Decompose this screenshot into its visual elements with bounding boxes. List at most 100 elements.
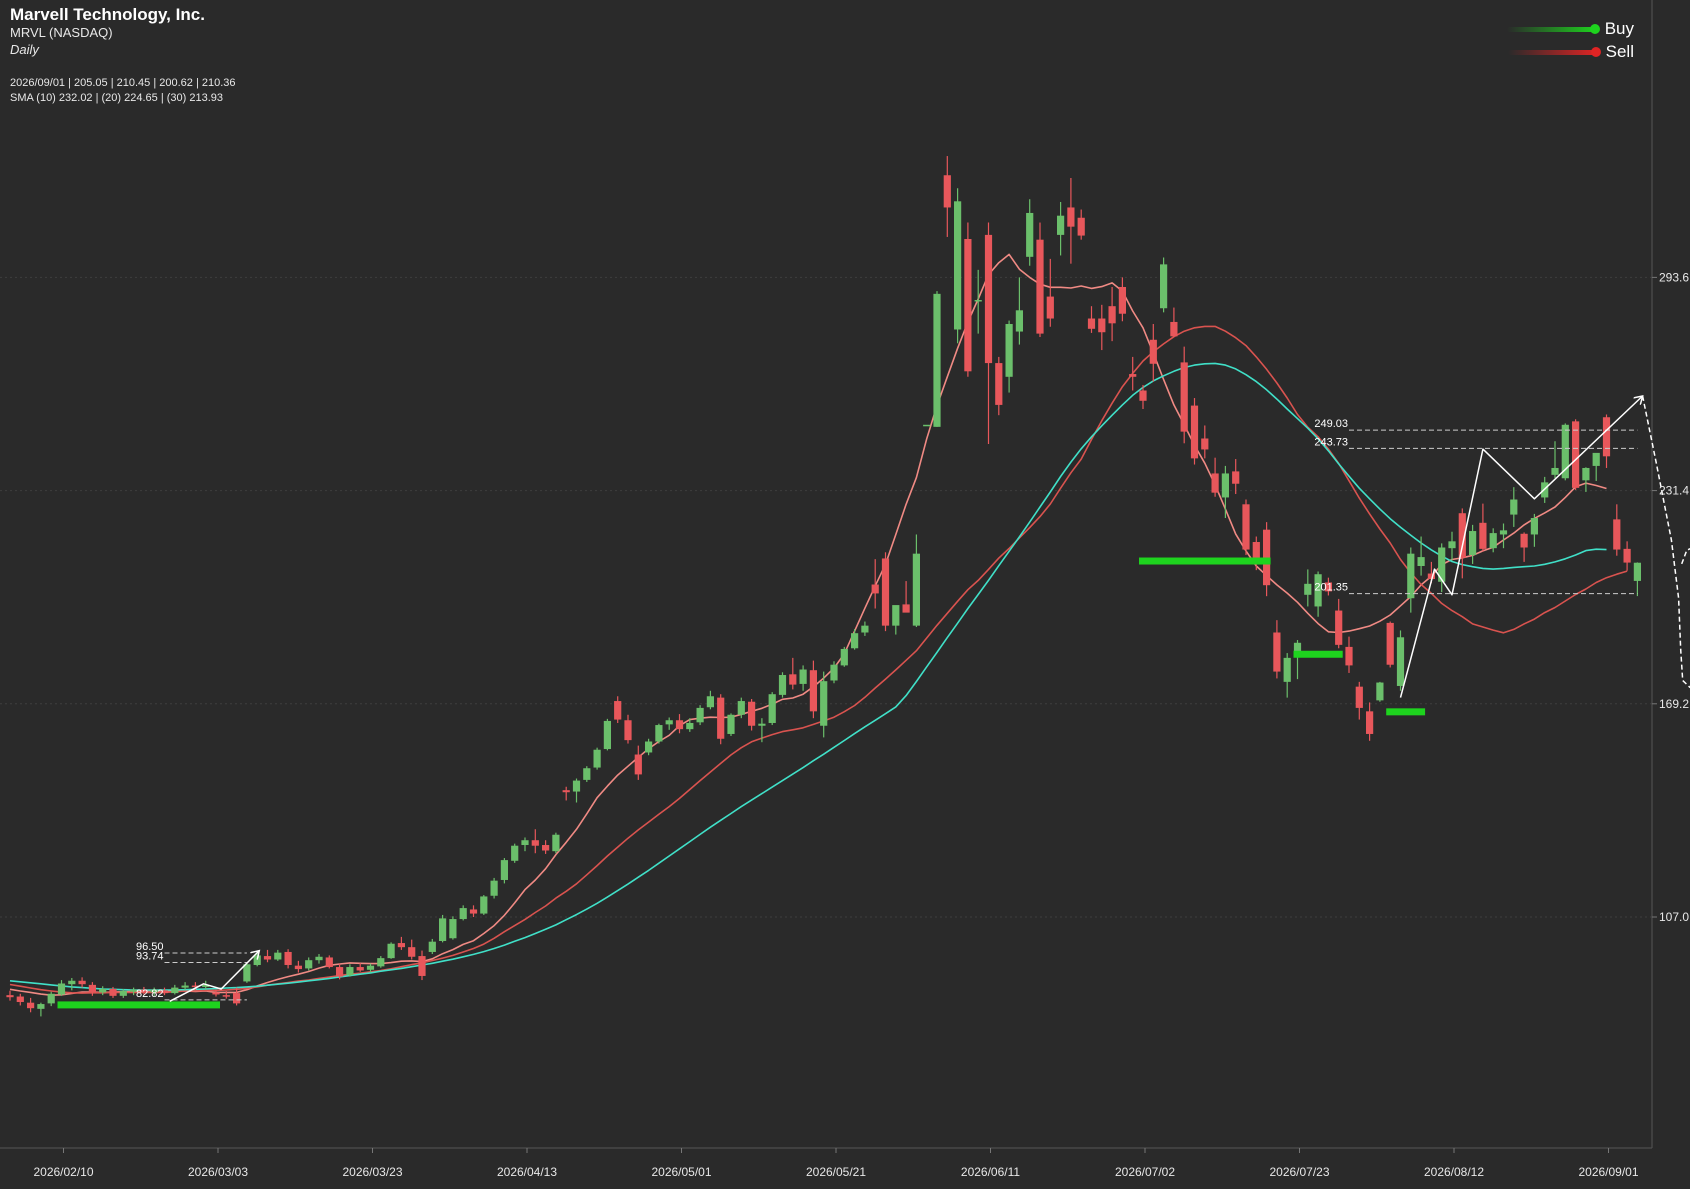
- candle-body: [1201, 438, 1209, 450]
- candle: [1489, 528, 1497, 553]
- candle: [315, 954, 323, 964]
- candle-body: [1376, 682, 1384, 701]
- legend-sell-swatch: [1507, 47, 1601, 57]
- candle: [624, 714, 632, 744]
- x-tick-label: 2026/09/01: [1578, 1165, 1638, 1179]
- candle-body: [1458, 513, 1466, 558]
- candle: [1335, 598, 1343, 649]
- candle-body: [789, 674, 797, 685]
- level-label: 201.35: [1314, 582, 1348, 594]
- candle-body: [1355, 686, 1363, 708]
- candle-body: [1561, 424, 1569, 479]
- candle: [387, 942, 395, 959]
- candle: [542, 840, 550, 854]
- candle: [1221, 465, 1229, 519]
- candle: [820, 671, 828, 738]
- candle: [222, 991, 230, 999]
- candle-body: [892, 605, 900, 626]
- candle-body: [820, 681, 828, 726]
- candle-body: [686, 722, 694, 730]
- candle-body: [737, 701, 745, 715]
- candle-body: [1067, 207, 1075, 227]
- candle-body: [1633, 562, 1641, 581]
- candle: [243, 962, 251, 983]
- candle-body: [706, 696, 714, 708]
- candle-body: [243, 964, 251, 982]
- candle-body: [222, 995, 230, 997]
- candle-body: [47, 993, 55, 1004]
- candle-body: [1592, 452, 1600, 466]
- candle-body: [1345, 646, 1353, 666]
- candle-body: [1263, 529, 1271, 586]
- candle-body: [995, 363, 1003, 405]
- candle-body: [768, 694, 776, 723]
- x-tick-label: 2026/05/01: [651, 1165, 711, 1179]
- candle: [1417, 536, 1425, 576]
- y-tick-label: 169.2: [1659, 697, 1689, 711]
- candle: [1232, 459, 1240, 495]
- candle: [645, 738, 653, 756]
- candle-body: [861, 625, 869, 633]
- candle-body: [160, 990, 169, 994]
- candle-body: [263, 956, 272, 960]
- candle: [593, 747, 601, 770]
- candle: [830, 661, 838, 684]
- x-tick-label: 2026/07/02: [1115, 1165, 1175, 1179]
- candle: [1108, 286, 1116, 342]
- candle-body: [27, 1002, 35, 1009]
- candle: [809, 660, 817, 719]
- candle: [140, 986, 148, 995]
- candle-body: [1046, 296, 1054, 319]
- candle: [511, 843, 519, 863]
- candle: [449, 916, 457, 940]
- candle-body: [1438, 547, 1446, 582]
- candle-body: [1602, 417, 1611, 457]
- candle-body: [294, 965, 302, 970]
- x-tick-label: 2026/03/03: [188, 1165, 248, 1179]
- candle-body: [284, 951, 292, 965]
- candle-body: [675, 720, 684, 730]
- candle-body: [871, 584, 879, 594]
- candle-body: [1499, 530, 1508, 535]
- candle-body: [1170, 321, 1178, 337]
- candle: [47, 991, 55, 1007]
- candle: [253, 951, 261, 967]
- candle-body: [130, 989, 138, 992]
- legend-buy: Buy: [1506, 19, 1634, 39]
- candle-body: [645, 741, 653, 753]
- candle-body: [99, 988, 107, 993]
- candle-body: [1386, 622, 1394, 665]
- x-tick-label: 2026/04/13: [497, 1165, 557, 1179]
- candle-body: [16, 996, 24, 1003]
- candle-body: [984, 234, 993, 364]
- candle: [1530, 513, 1538, 547]
- candle-body: [881, 558, 890, 626]
- candle: [1479, 503, 1487, 552]
- candle-body: [1180, 362, 1188, 432]
- candle-body: [1098, 318, 1106, 333]
- pattern-path: [1399, 396, 1643, 698]
- buy-signals: [57, 557, 1426, 1009]
- candle: [191, 982, 199, 991]
- candle-body: [830, 664, 838, 681]
- level-label: 96.50: [136, 941, 164, 953]
- candle: [99, 986, 107, 996]
- candle: [1293, 640, 1302, 680]
- candle: [995, 356, 1003, 416]
- legend-sell: Sell: [1507, 42, 1634, 62]
- candle-body: [387, 943, 395, 959]
- legend-buy-label: Buy: [1604, 19, 1634, 38]
- candle-body: [902, 604, 910, 613]
- candle-body: [1366, 711, 1374, 734]
- candle: [912, 534, 920, 628]
- candle: [727, 713, 735, 737]
- candle-body: [68, 980, 76, 985]
- candle-body: [717, 697, 725, 739]
- candle: [686, 718, 694, 732]
- candle: [171, 984, 179, 995]
- level-label: 243.73: [1314, 436, 1348, 448]
- candle: [480, 895, 488, 915]
- candle: [1067, 177, 1075, 264]
- candle: [933, 291, 941, 427]
